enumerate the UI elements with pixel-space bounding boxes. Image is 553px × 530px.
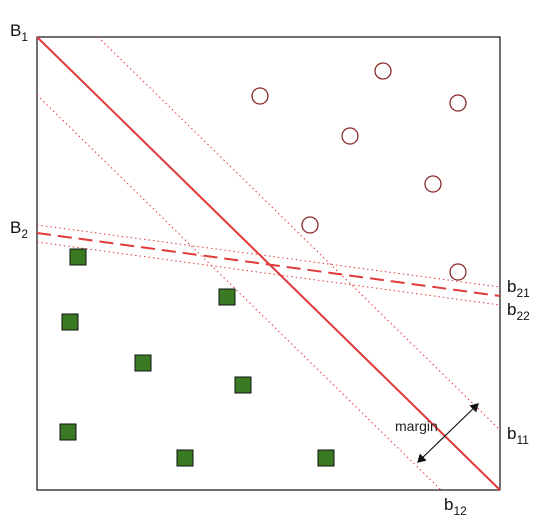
label-b11: b11 xyxy=(507,424,529,447)
square xyxy=(61,313,79,331)
margin-b21 xyxy=(36,224,501,288)
margin-arrow xyxy=(417,432,449,463)
circle xyxy=(449,263,467,281)
boundary-b2 xyxy=(36,232,501,297)
margin-arrow xyxy=(447,403,479,434)
label-b22: b22 xyxy=(507,300,530,323)
circle xyxy=(301,216,319,234)
label-b1: B1 xyxy=(10,21,28,44)
circle xyxy=(449,94,467,112)
margin-b11 xyxy=(97,36,501,431)
circle xyxy=(374,62,392,80)
label-b21: b21 xyxy=(507,277,530,300)
margin-b12 xyxy=(36,94,442,491)
square xyxy=(218,288,236,306)
circle xyxy=(424,175,442,193)
square-class xyxy=(59,248,335,467)
frame xyxy=(36,36,501,491)
square xyxy=(134,354,152,372)
square xyxy=(69,248,87,266)
label-b12: b12 xyxy=(444,495,467,518)
circle xyxy=(251,87,269,105)
square xyxy=(176,449,194,467)
circle-class xyxy=(251,62,467,281)
square xyxy=(317,449,335,467)
circle xyxy=(341,127,359,145)
square xyxy=(234,376,252,394)
margin-b22 xyxy=(36,241,501,306)
square xyxy=(59,423,77,441)
label-b2: B2 xyxy=(10,218,28,241)
margin-label: margin xyxy=(395,418,438,434)
